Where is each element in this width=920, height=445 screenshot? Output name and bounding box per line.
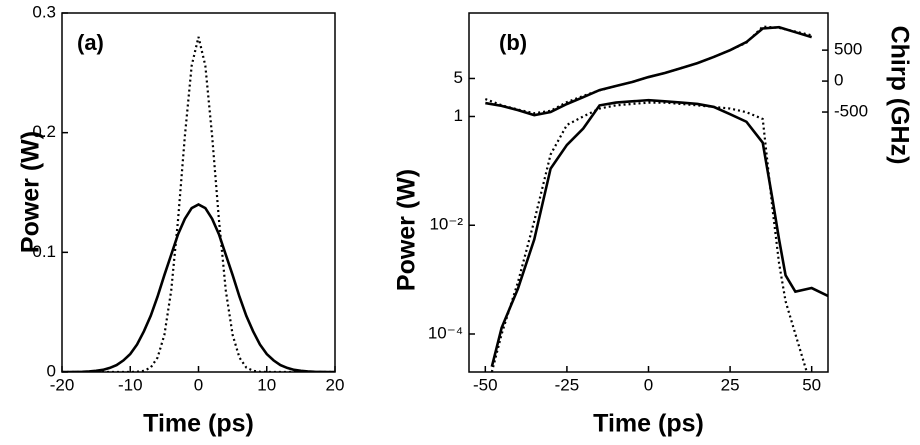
plot-area [62,36,335,372]
x-axis-title: Time (ps) [593,410,704,438]
x-tick-label: 10 [257,375,276,394]
data-line [62,36,335,372]
y-tick-label: 0 [47,361,56,380]
plot-frame [61,12,336,373]
y-tick-label: 0.2 [32,122,56,141]
plot-area [484,25,828,372]
x-tick-label: -10 [118,375,143,394]
x-tick-label: 0 [644,375,653,394]
panel-label: (a) [77,30,104,55]
y-tick-label: 10⁻² [429,215,463,234]
panel-label: (b) [499,30,527,55]
y-tick-label: 10⁻⁴ [428,323,463,342]
data-line [484,25,812,115]
y-tick-label: 0.1 [32,242,56,261]
y-tick-label: 1 [454,106,463,125]
y-tick-label: 5 [454,68,463,87]
data-line [490,101,808,372]
y-tick-label: 0.3 [32,2,56,21]
x-tick-label: -20 [50,375,75,394]
y-axis-title: Power (W) [393,169,421,291]
x-tick-label: 25 [721,375,740,394]
x-tick-label: 20 [326,375,345,394]
plot-frame [468,12,829,373]
x-tick-label: -25 [555,375,580,394]
y2-tick-label: 0 [834,71,843,90]
y2-tick-label: -500 [834,102,868,121]
x-tick-label: -50 [473,375,498,394]
data-line [62,203,335,372]
data-line [490,98,828,368]
x-tick-label: 50 [802,375,821,394]
y2-axis-title: Chirp (GHz) [885,26,913,165]
y-axis-title: Power (W) [17,131,45,253]
y2-tick-label: 500 [834,40,862,59]
x-axis-title: Time (ps) [143,410,254,438]
x-tick-label: 0 [194,375,203,394]
